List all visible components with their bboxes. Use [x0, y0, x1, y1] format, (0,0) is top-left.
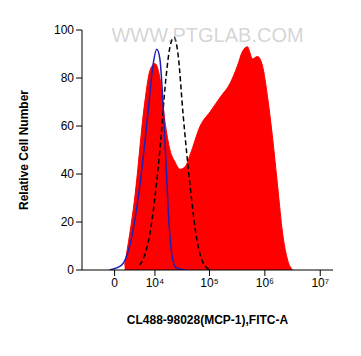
svg-text:10⁷: 10⁷ — [311, 276, 329, 290]
svg-text:60: 60 — [61, 119, 75, 133]
html-text:WWW.PTGLAB.COM: WWW.PTGLAB.COM — [111, 24, 304, 46]
svg-text:Relative Cell Number: Relative Cell Number — [17, 90, 31, 210]
svg-text:20: 20 — [61, 215, 75, 229]
svg-text:CL488-98028(MCP-1),FITC-A: CL488-98028(MCP-1),FITC-A — [127, 313, 289, 327]
svg-text:10⁶: 10⁶ — [256, 276, 274, 290]
svg-text:80: 80 — [61, 71, 75, 85]
svg-text:40: 40 — [61, 167, 75, 181]
svg-text:100: 100 — [54, 23, 74, 37]
svg-text:10⁵: 10⁵ — [200, 276, 218, 290]
svg-text:10⁴: 10⁴ — [146, 276, 165, 290]
svg-text:0: 0 — [67, 263, 74, 277]
svg-text:0: 0 — [111, 276, 118, 290]
